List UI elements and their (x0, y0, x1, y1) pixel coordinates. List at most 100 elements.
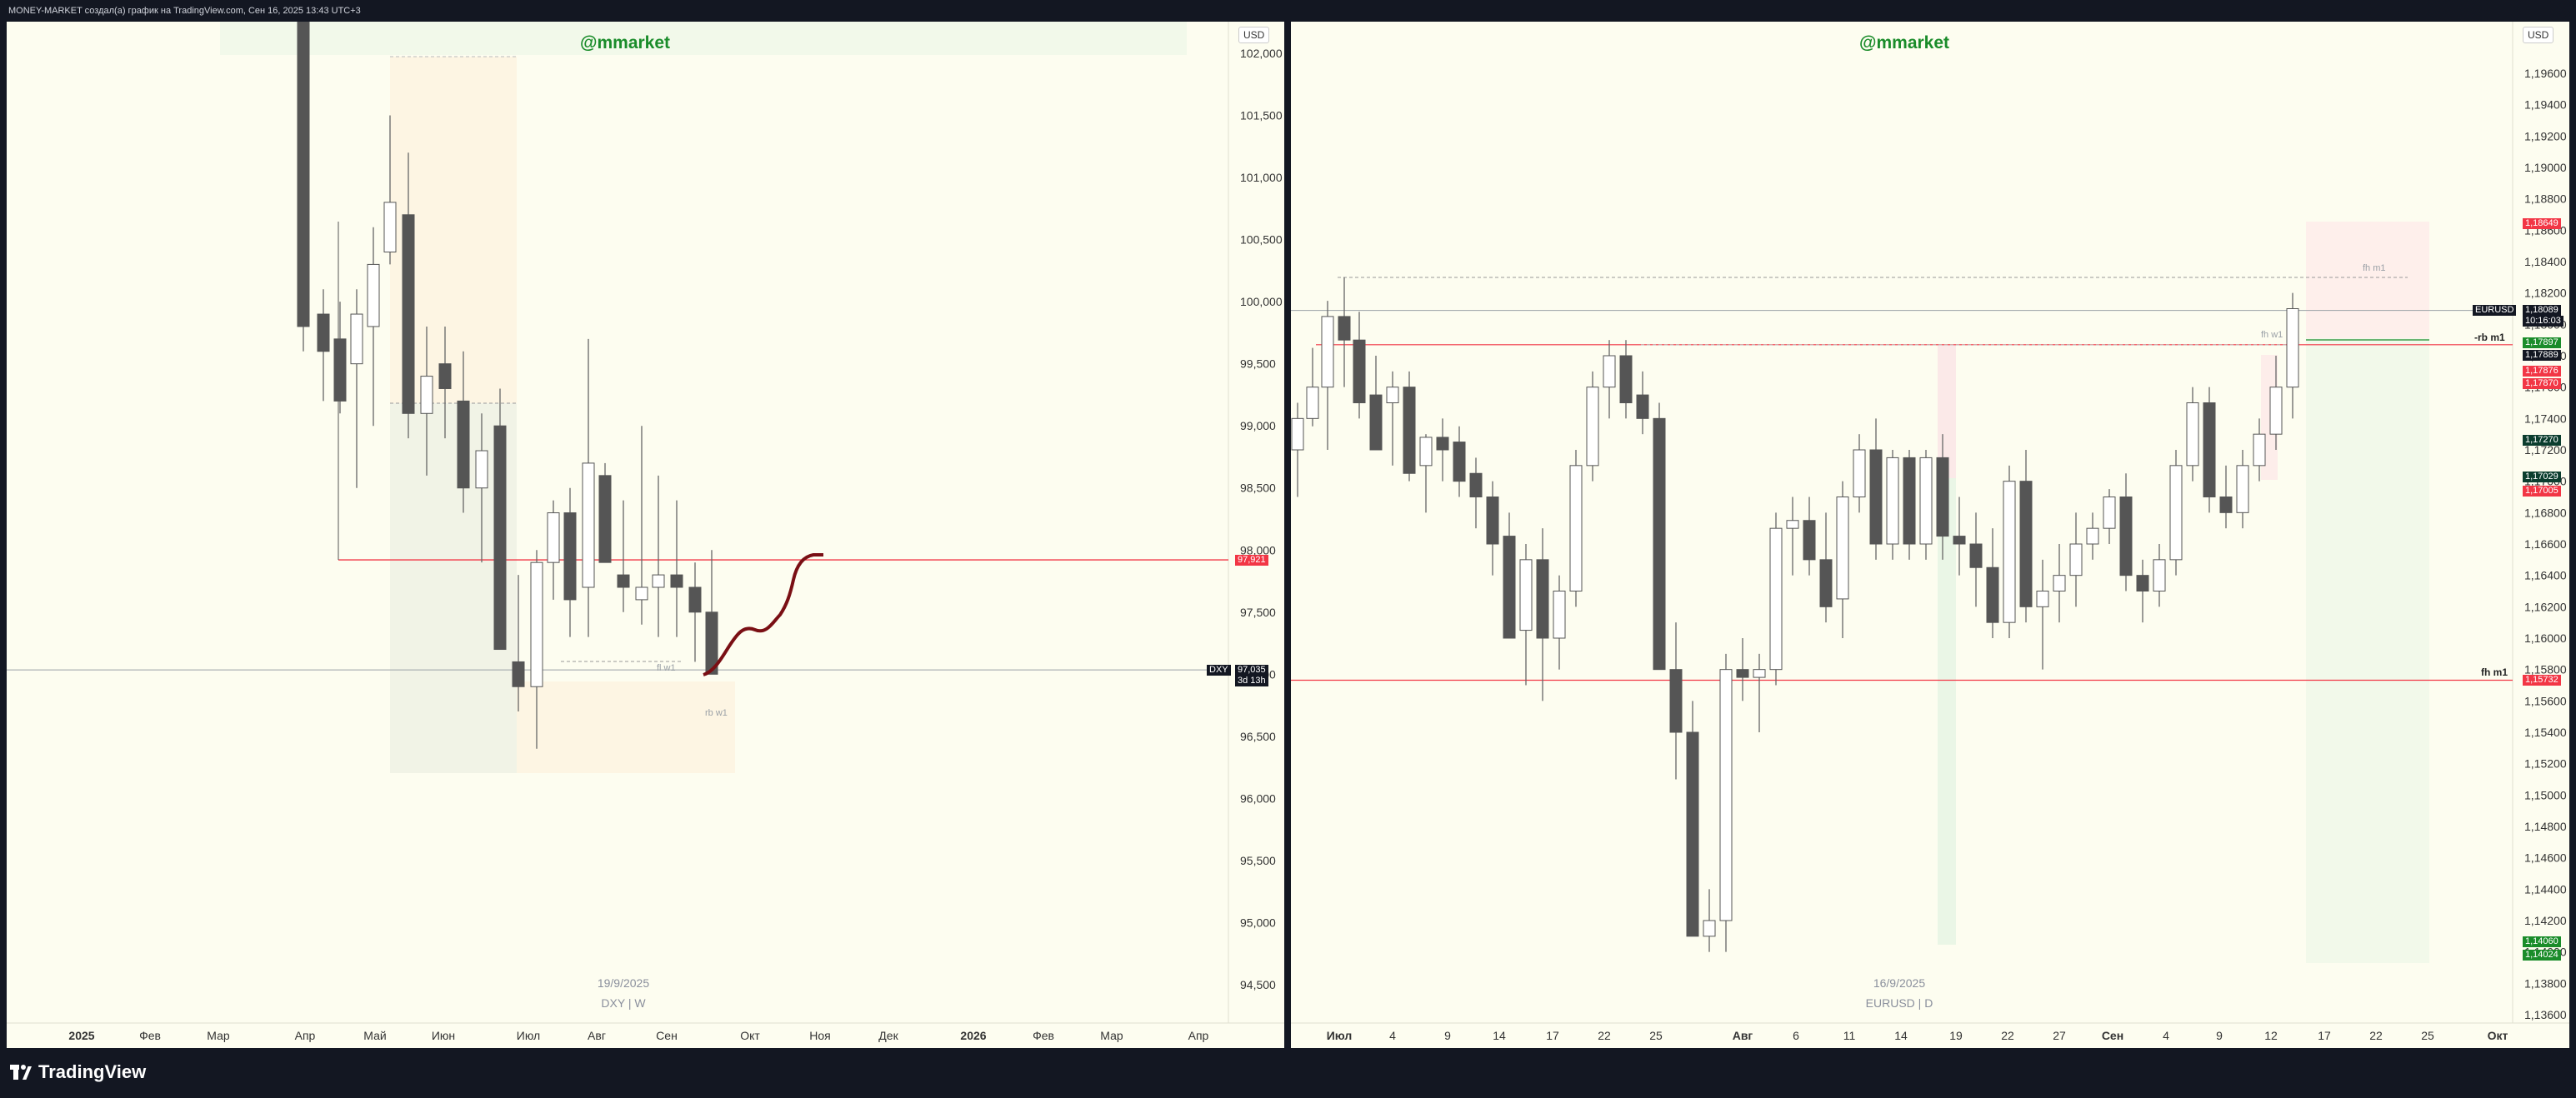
price-tick-label: 1,16200 (2524, 600, 2567, 613)
price-tick-label: 96,500 (1240, 730, 1276, 743)
candle-body (512, 661, 525, 687)
candle-body (1736, 669, 1749, 678)
candle-body (1836, 497, 1849, 600)
candle-body (530, 561, 543, 687)
candle-body (652, 574, 665, 588)
price-tick-label: 1,16600 (2524, 537, 2567, 551)
candle-body (297, 22, 310, 327)
candle-body (1503, 536, 1516, 639)
candle-body (1403, 387, 1416, 474)
price-tick-label: 94,500 (1240, 978, 1276, 991)
price-tick-label: 1,15600 (2524, 694, 2567, 707)
time-tick-label: Авг (1733, 1029, 1753, 1042)
candle-body (1519, 559, 1533, 631)
symbol-tag: EURUSD (2473, 305, 2517, 316)
price-tag: 1,17270 (2523, 435, 2561, 446)
candle-body (1903, 457, 1916, 545)
dxy-chart-canvas[interactable]: 102,000 101,500 101,000 100,500 100,000 99,50… (7, 22, 1284, 1048)
current-price-tag: 97,035 (1235, 665, 1268, 676)
currency-button[interactable]: USD (1238, 27, 1270, 43)
price-tick-label: 1,14400 (2524, 882, 2567, 896)
price-tick-label: 1,18200 (2524, 287, 2567, 300)
candle-body (1719, 669, 1733, 921)
currency-button[interactable]: USD (2523, 27, 2554, 43)
candle-body (635, 586, 648, 601)
time-tick-label: 9 (2216, 1029, 2223, 1042)
price-tick-label: 1,16400 (2524, 569, 2567, 582)
chart-header: MONEY-MARKET создал(а) график на Trading… (0, 0, 2576, 22)
price-tick-label: 100,500 (1240, 233, 1283, 247)
time-tick-label: 12 (2264, 1029, 2278, 1042)
candle-body (1986, 566, 1999, 623)
price-tick-label: 98,500 (1240, 482, 1276, 495)
annotation-rb-w1: rb w1 (705, 708, 728, 718)
eurusd-chart-panel[interactable]: 1,19600 1,19400 1,19200 1,19000 1,18800 1,186… (1291, 22, 2569, 1048)
price-tick-label: 1,15200 (2524, 757, 2567, 771)
price-tick-label: 97,500 (1240, 606, 1276, 619)
time-tick-label: Июн (432, 1029, 455, 1042)
candle-body (2253, 433, 2266, 467)
candle-body (1803, 520, 1816, 561)
candle-body (1486, 497, 1499, 545)
time-tick-label: 17 (1546, 1029, 1559, 1042)
time-tick-label: 2026 (960, 1029, 986, 1042)
candle-body (1753, 669, 1766, 678)
price-tick-label: 1,14200 (2524, 914, 2567, 927)
price-tick-label: 1,13800 (2524, 976, 2567, 990)
time-tick-label: Мар (207, 1029, 230, 1042)
target-zone-green (2306, 338, 2429, 963)
candle-body (688, 586, 702, 613)
annotation-fh-m1: fh m1 (2363, 263, 2386, 273)
chart-date-label: 16/9/2025 (1873, 976, 1926, 990)
time-tick-label: 4 (1389, 1029, 1396, 1042)
candle-body (438, 363, 452, 389)
candle-body (582, 462, 595, 588)
candle-body (2236, 465, 2249, 513)
price-tick-label: 1,19200 (2524, 129, 2567, 142)
price-tag: 1,14024 (2523, 950, 2561, 961)
candle-body (2169, 465, 2183, 561)
candle-body (1786, 520, 1799, 529)
eurusd-chart-canvas[interactable]: 1,19600 1,19400 1,19200 1,19000 1,18800 1,186… (1291, 22, 2569, 1048)
candle-body (402, 214, 415, 414)
candle-body (1369, 394, 1383, 451)
candle-body (1291, 417, 1304, 451)
candle-body (1919, 457, 1933, 545)
price-tick-label: 1,15800 (2524, 663, 2567, 676)
countdown-tag: 3d 13h (1235, 676, 1268, 686)
dxy-chart-panel[interactable]: 102,000 101,500 101,000 100,500 100,000 99,50… (7, 22, 1284, 1048)
candle-body (475, 450, 488, 489)
price-tick-label: 101,000 (1240, 171, 1283, 184)
time-tick-label: 2025 (68, 1029, 94, 1042)
candle-body (1619, 355, 1633, 403)
candle-body (1569, 465, 1583, 591)
candle-body (1586, 387, 1599, 467)
price-tick-label: 100,000 (1240, 295, 1283, 308)
price-tag: 1,14060 (2523, 936, 2561, 947)
price-tag: 1,17005 (2523, 486, 2561, 497)
candle-body (2136, 575, 2149, 592)
price-tag: 1,17876 (2523, 366, 2561, 377)
candle-body (1953, 536, 1966, 545)
candle-body (598, 475, 612, 563)
candle-body (2103, 497, 2116, 529)
price-tick-label: 1,18400 (2524, 255, 2567, 268)
level-label-rb-m1: -rb m1 (2474, 332, 2505, 343)
candle-body (1469, 472, 1483, 497)
price-tag: 1,17870 (2523, 378, 2561, 389)
candle-body (333, 338, 347, 402)
rb-zone (517, 681, 735, 773)
candle-body (1321, 316, 1334, 388)
target-zone-red (2306, 222, 2429, 338)
time-tick-label: 25 (2421, 1029, 2434, 1042)
candle-body (457, 400, 470, 489)
candle-body (1453, 442, 1466, 482)
price-tick-label: 99,000 (1240, 419, 1276, 432)
tradingview-logo[interactable]: TradingView (10, 1061, 146, 1083)
candle-body (1436, 437, 1449, 451)
candle-body (2203, 402, 2216, 497)
time-tick-label: 22 (2001, 1029, 2014, 1042)
price-tick-label: 1,15000 (2524, 788, 2567, 801)
candle-body (1653, 417, 1666, 671)
time-tick-label: 14 (1493, 1029, 1506, 1042)
